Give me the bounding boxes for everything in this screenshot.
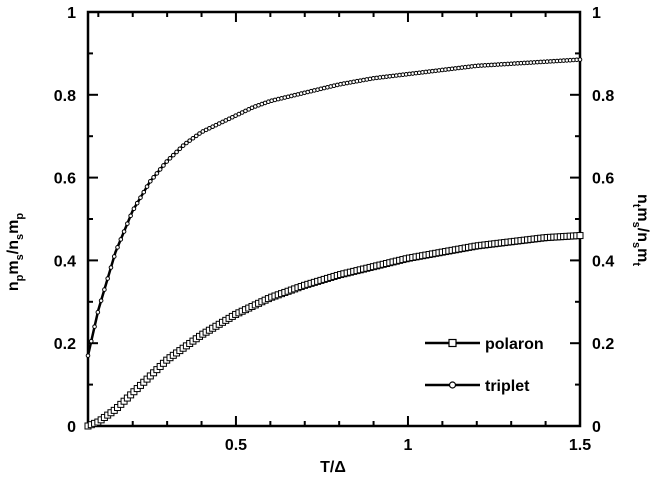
right-y-axis-title-slash: /n: [634, 228, 651, 242]
ticks-group: 0 0.2 0.4 0.6 0.8 1 0 0.2 0.4 0.6 0.8 1 0.5 1 1.5: [54, 5, 615, 454]
right-y-axis-title-m2: m: [634, 248, 651, 262]
triplet-point: [128, 213, 133, 219]
triplet-point: [164, 159, 170, 164]
x-tick-label: 0.5: [225, 437, 247, 454]
triplet-point: [161, 163, 166, 168]
y-tick-label-right: 0: [592, 419, 601, 436]
right-y-axis-title-t: t: [630, 204, 642, 208]
y-tick-label-right: 0.2: [592, 336, 614, 353]
triplet-point: [131, 206, 137, 212]
triplet-point: [98, 298, 104, 303]
triplet-point: [118, 237, 124, 242]
triplet-point: [167, 155, 173, 161]
legend-triplet-label: triplet: [485, 378, 530, 395]
left-y-axis-title-m: m: [5, 260, 22, 274]
triplet-point: [184, 140, 189, 146]
legend-polaron-label: polaron: [485, 336, 544, 353]
triplet-point: [151, 175, 156, 180]
polaron-line: [87, 234, 581, 428]
polaron-point: [576, 232, 584, 240]
y-tick-label-right: 0.6: [592, 171, 614, 188]
triplet-point: [85, 353, 91, 358]
y-tick-label-left: 0.6: [54, 171, 76, 188]
triplet-point: [193, 133, 199, 139]
triplet-point: [190, 135, 196, 141]
y-tick-label-right: 0.8: [592, 88, 614, 105]
y-tick-label-left: 0: [67, 419, 76, 436]
y-tick-label-left: 1: [67, 5, 76, 22]
triplet-point: [148, 178, 153, 184]
left-y-axis-title-s2: s: [14, 234, 26, 240]
triplet-point: [577, 57, 583, 62]
triplet-point: [144, 184, 150, 189]
y-tick-label-left: 0.2: [54, 336, 76, 353]
left-y-axis-title-m2: m: [5, 220, 22, 234]
left-y-axis-title-s: s: [14, 254, 26, 260]
triplet-point: [121, 229, 127, 234]
triplet-point: [197, 131, 202, 136]
right-y-axis-title: ntms/nsmt: [630, 194, 651, 266]
left-y-axis-title-n: n: [5, 281, 22, 291]
triplet-point: [134, 200, 140, 206]
legend: polaron triplet: [425, 336, 544, 395]
triplet-line: [86, 58, 581, 356]
left-y-axis-title-slash: /n: [5, 240, 22, 254]
triplet-point: [138, 195, 143, 200]
right-y-axis-title-m: m: [634, 207, 651, 221]
triplet-point: [111, 254, 117, 259]
triplet-point: [170, 152, 176, 158]
triplet-point: [180, 143, 186, 148]
x-tick-label: 1: [404, 437, 413, 454]
triplet-point: [157, 167, 163, 172]
triplet-point: [92, 324, 97, 329]
triplet-point: [141, 189, 147, 195]
triplet-point: [187, 138, 192, 143]
left-y-axis-title-p: p: [14, 274, 26, 281]
x-tick-label: 1.5: [569, 437, 591, 454]
series-group: [84, 57, 584, 430]
right-y-axis-title-s2: s: [630, 242, 642, 248]
y-tick-label-right: 0.4: [592, 253, 614, 270]
triplet-point: [88, 338, 94, 344]
triplet-point: [108, 265, 114, 270]
triplet-point: [102, 287, 107, 292]
right-y-axis-title-s: s: [630, 222, 642, 228]
legend-triplet-marker: [448, 381, 457, 389]
left-y-axis-title: npms/nsmp: [5, 213, 26, 291]
y-tick-label-right: 1: [592, 5, 601, 22]
right-y-axis-title-t2: t: [630, 262, 642, 266]
right-y-axis-title-n: n: [634, 194, 651, 204]
triplet-point: [115, 245, 120, 250]
y-tick-label-left: 0.4: [54, 253, 76, 270]
triplet-point: [177, 146, 183, 152]
legend-polaron-marker: [448, 338, 457, 348]
triplet-point: [105, 276, 110, 281]
y-tick-label-left: 0.8: [54, 88, 76, 105]
triplet-point: [95, 309, 101, 315]
x-axis-title: T/Δ: [320, 459, 346, 476]
triplet-point: [154, 171, 160, 176]
triplet-point: [125, 221, 130, 226]
triplet-point: [174, 149, 179, 155]
left-y-axis-title-p2: p: [14, 213, 26, 220]
